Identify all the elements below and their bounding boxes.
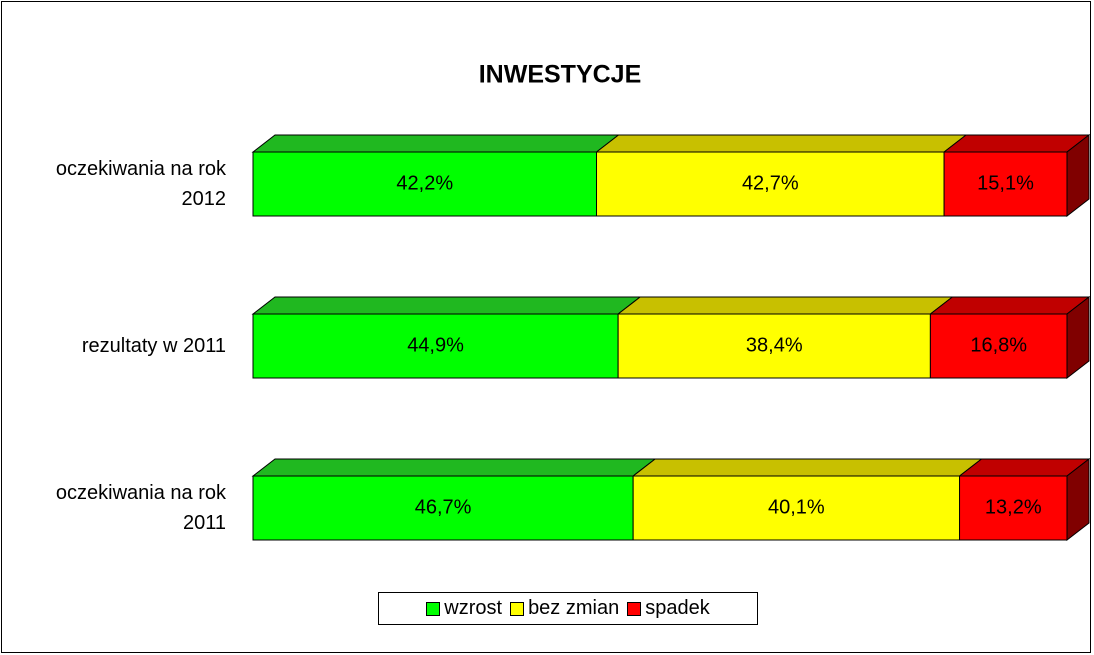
category-label: oczekiwania na rok 2012: [55, 158, 226, 210]
bar-top: [928, 296, 1091, 315]
bar-top: [631, 458, 984, 477]
category-label: oczekiwania na rok 2011: [55, 482, 226, 534]
value-label: 16,8%: [970, 334, 1027, 356]
bar-side: [1066, 295, 1090, 380]
bar: [252, 313, 619, 379]
bar: [252, 151, 598, 217]
bar-top: [616, 296, 954, 315]
bar-top: [251, 296, 642, 315]
bar-side: [1066, 133, 1090, 218]
bar-top: [595, 134, 968, 153]
legend-item: spadek: [627, 597, 710, 620]
bar: [632, 475, 961, 541]
legend-swatch: [426, 601, 441, 616]
value-label: 42,2%: [396, 172, 453, 194]
value-label: 13,2%: [985, 496, 1042, 518]
legend-item: wzrost: [426, 597, 502, 620]
legend-swatch: [627, 601, 642, 616]
value-label: 46,7%: [415, 496, 472, 518]
chart-title: INWESTYCJE: [479, 61, 642, 89]
value-label: 40,1%: [768, 496, 825, 518]
bar-top: [251, 134, 620, 153]
legend-label: spadek: [645, 597, 710, 619]
bar-side: [1066, 457, 1090, 542]
legend: wzrost bez zmian spadek: [378, 592, 758, 625]
value-label: 42,7%: [742, 172, 799, 194]
legend-label: wzrost: [444, 597, 503, 619]
bar-top: [251, 458, 657, 477]
bar-top: [942, 134, 1091, 153]
legend-swatch: [510, 601, 525, 616]
legend-item: bez zmian: [510, 597, 619, 620]
value-label: 15,1%: [977, 172, 1034, 194]
bar: [617, 313, 931, 379]
value-label: 38,4%: [746, 334, 803, 356]
bar: [943, 151, 1068, 217]
bar: [252, 475, 634, 541]
bar: [596, 151, 945, 217]
legend-label: bez zmian: [528, 597, 620, 619]
bar: [929, 313, 1068, 379]
category-label: rezultaty w 2011: [81, 335, 226, 357]
value-label: 44,9%: [407, 334, 464, 356]
